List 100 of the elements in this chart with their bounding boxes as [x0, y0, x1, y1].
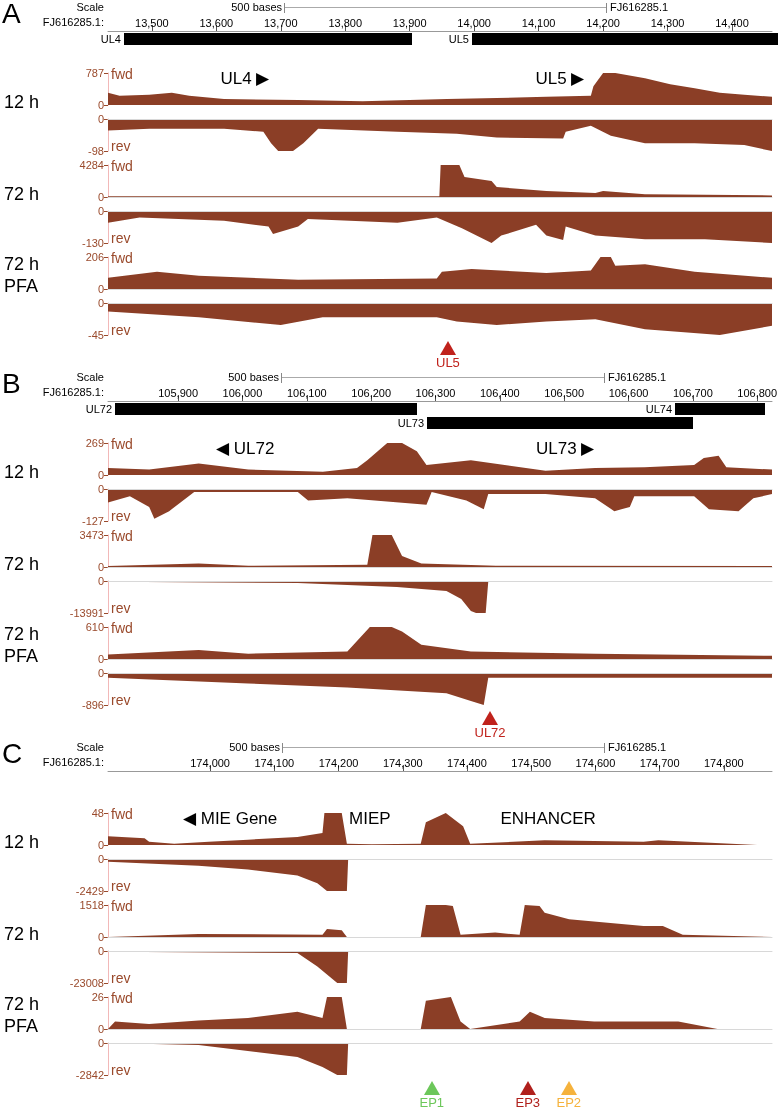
y-tick-label: -98: [88, 145, 104, 157]
x-tick-label: 14,200: [586, 16, 620, 29]
text: Scale: [76, 371, 104, 383]
x-tick-label: 106,700: [672, 386, 713, 399]
text: A: [2, 0, 21, 29]
y-tick-label: 0: [97, 945, 104, 957]
x-tick-label: 14,100: [521, 16, 556, 29]
text: FJ616285.1:: [42, 16, 104, 28]
y-tick-label: 0: [97, 575, 104, 587]
y-tick-label: -23008: [69, 977, 104, 989]
text: 72 h: [4, 184, 40, 204]
text: 12 h: [4, 462, 40, 482]
x-tick-label: 14,000: [457, 16, 491, 29]
y-tick-label: 0: [97, 297, 104, 309]
y-tick-label: -127: [81, 515, 104, 527]
y-tick-label: 0: [97, 839, 104, 851]
y-axis-title: rev: [111, 322, 131, 338]
y-tick-label: 0: [97, 483, 104, 495]
y-tick-label: 26: [91, 991, 104, 1003]
y-axis-title: fwd: [111, 66, 133, 82]
y-axis-title: fwd: [111, 436, 133, 452]
text: 500 bases: [228, 371, 279, 383]
text: UL73: [397, 417, 424, 429]
y-axis-title: rev: [111, 970, 131, 986]
text: EP1: [419, 1095, 445, 1110]
y-tick-label: 206: [85, 251, 104, 263]
x-tick-label: 174,600: [575, 756, 616, 769]
y-tick-label: 0: [97, 113, 104, 125]
y-axis-title: fwd: [111, 620, 133, 636]
y-tick-label: -896: [81, 699, 104, 711]
x-tick-label: 174,000: [190, 756, 230, 769]
text: 72 h: [4, 554, 40, 574]
y-axis-title: rev: [111, 230, 131, 246]
text: Scale: [76, 1, 104, 13]
text: FJ616285.1: [610, 1, 669, 13]
y-axis-title: rev: [111, 508, 131, 524]
y-tick-label: 4284: [79, 159, 104, 171]
y-tick-label: 0: [97, 99, 104, 111]
text: 500 bases: [229, 741, 280, 753]
text: EP3: [515, 1095, 541, 1110]
text: FJ616285.1: [608, 371, 667, 383]
x-tick-label: 174,400: [447, 756, 487, 769]
chart-title: 72 h PFA: [4, 994, 45, 1036]
y-tick-label: -130: [81, 237, 104, 249]
x-tick-label: 13,600: [199, 16, 234, 29]
y-tick-label: -13991: [69, 607, 104, 619]
text: 500 bases: [231, 1, 282, 13]
x-tick-label: 174,500: [511, 756, 552, 769]
y-tick-label: 269: [85, 437, 104, 449]
text: FJ616285.1: [608, 741, 667, 753]
y-axis-title: fwd: [111, 990, 133, 1006]
annotation: ENHANCER: [500, 809, 596, 828]
x-tick-label: 105,900: [158, 386, 199, 399]
text: B: [2, 368, 21, 399]
text: 72 h: [4, 924, 40, 944]
text: FJ616285.1:: [42, 386, 104, 398]
text: UL4: [100, 33, 121, 45]
x-tick-label: 106,800: [737, 386, 778, 399]
y-axis-title: rev: [111, 692, 131, 708]
y-tick-label: -2429: [75, 885, 104, 897]
y-tick-label: 0: [97, 283, 104, 295]
annotation: ◀ MIE Gene: [183, 809, 278, 828]
x-tick-label: 174,100: [254, 756, 295, 769]
text: UL74: [645, 403, 672, 415]
y-axis-title: rev: [111, 600, 131, 616]
text: UL5: [436, 355, 460, 370]
annotation: UL4 ▶: [220, 69, 270, 88]
text: Scale: [76, 741, 104, 753]
text: 12 h: [4, 92, 40, 112]
y-tick-label: 3473: [79, 529, 104, 541]
x-tick-label: 14,300: [650, 16, 685, 29]
y-axis-title: fwd: [111, 898, 133, 914]
x-tick-label: 106,600: [608, 386, 649, 399]
annotation: MIEP: [349, 809, 391, 828]
y-tick-label: 787: [85, 67, 104, 79]
x-tick-label: 106,000: [222, 386, 263, 399]
x-tick-label: 174,200: [318, 756, 359, 769]
x-tick-label: 174,800: [703, 756, 744, 769]
y-tick-label: 0: [97, 469, 104, 481]
text: C: [2, 738, 23, 769]
y-axis-title: fwd: [111, 806, 133, 822]
y-tick-label: 0: [97, 667, 104, 679]
y-tick-label: 0: [97, 191, 104, 203]
y-tick-label: 0: [97, 1037, 104, 1049]
x-tick-label: 106,200: [351, 386, 392, 399]
text: 12 h: [4, 832, 40, 852]
y-axis-title: fwd: [111, 250, 133, 266]
y-tick-label: -2842: [75, 1069, 104, 1081]
text: FJ616285.1:: [42, 756, 104, 768]
y-tick-label: 48: [91, 807, 104, 819]
text: UL72: [85, 403, 112, 415]
x-tick-label: 13,500: [135, 16, 169, 29]
annotation: ◀ UL72: [216, 439, 275, 458]
text: EP2: [556, 1095, 582, 1110]
x-tick-label: 106,500: [544, 386, 585, 399]
y-axis-title: fwd: [111, 158, 133, 174]
x-tick-label: 106,400: [479, 386, 520, 399]
y-axis-title: rev: [111, 1062, 131, 1078]
x-tick-label: 174,700: [639, 756, 680, 769]
y-tick-label: 1518: [79, 899, 104, 911]
